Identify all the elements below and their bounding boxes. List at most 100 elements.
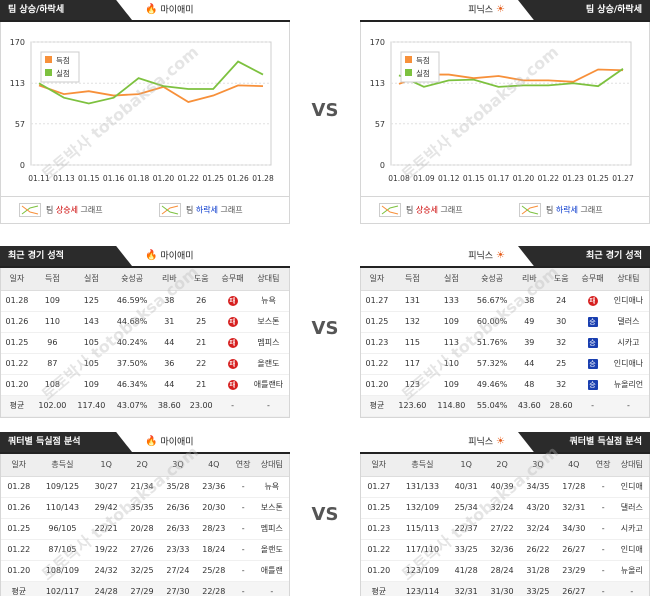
- table-row: 01.23 115 113 51.76% 39 32 승 시카고: [361, 332, 649, 354]
- table-cell: 117/110: [396, 539, 449, 561]
- table-cell: 49.46%: [470, 374, 514, 396]
- table-cell: 44: [153, 332, 186, 354]
- column-header: 3Q: [160, 454, 196, 477]
- table-cell: 32/36: [484, 539, 520, 561]
- table-cell: 01.20: [1, 560, 37, 582]
- table-cell: 01.28: [1, 290, 33, 312]
- table-row: 01.25 96 105 40.24% 44 21 패 멤피스: [1, 332, 289, 354]
- table-cell: 01.23: [361, 518, 397, 540]
- legend-swatch: [45, 56, 52, 63]
- table-cell: 105: [71, 353, 111, 375]
- column-header: 일자: [1, 454, 37, 477]
- table-cell: 44.68%: [110, 311, 154, 333]
- table-cell: 143: [71, 311, 111, 333]
- table-cell: 40/31: [448, 476, 485, 498]
- table-cell: 132: [392, 311, 432, 333]
- trend-header-right: 피닉스 ☀ 팀 상승/하락세: [360, 0, 650, 22]
- win-badge-icon: 승: [587, 358, 598, 369]
- loss-badge-icon: 패: [587, 295, 598, 306]
- column-header: 1Q: [88, 454, 125, 477]
- table-cell: -: [231, 518, 255, 540]
- table-cell: 115: [392, 332, 432, 354]
- table-cell: 30/27: [88, 476, 125, 498]
- table-cell: 애틀랜타: [247, 374, 289, 396]
- table-cell: 56.67%: [470, 290, 514, 312]
- x-tick-label: 01.17: [488, 174, 510, 183]
- table-cell: 22/37: [448, 518, 485, 540]
- table-cell: 인디애나: [607, 353, 649, 375]
- recent-panel-right: 피닉스 ☀ 최근 경기 성적 일자 득점 실점 슛성공 리바 도움 승무패 상대팀 01.27 1…: [360, 246, 650, 418]
- table-cell: 25/34: [448, 497, 485, 519]
- column-header: 슛성공: [110, 268, 154, 291]
- table-cell: 애틀랜: [254, 560, 289, 582]
- table-cell: 25: [545, 353, 578, 375]
- legend-up: 팀 상승세 그래프: [379, 203, 463, 217]
- table-cell: 평균: [361, 394, 393, 417]
- table-cell: 41/28: [448, 560, 485, 582]
- table-cell: -: [591, 560, 615, 582]
- table-cell: 22/28: [195, 580, 232, 596]
- table-cell: 109: [431, 374, 471, 396]
- table-row: 01.22 117 110 57.32% 44 25 승 인디애나: [361, 353, 649, 375]
- table-cell: 27/29: [124, 580, 160, 596]
- quarter-table-left: 일자 총득실 1Q 2Q 3Q 4Q 연장 상대팀 01.28 109/125 30/27 21/3…: [1, 454, 289, 596]
- suns-logo-icon: ☀: [496, 250, 505, 261]
- table-cell: 25/28: [195, 560, 232, 582]
- table-cell: 01.20: [361, 374, 393, 396]
- x-tick-label: 01.15: [78, 174, 100, 183]
- table-cell: 26/27: [555, 539, 592, 561]
- quarter-table-box-right: 일자 총득실 1Q 2Q 3Q 4Q 연장 상대팀 01.27 131/133 40/31 40/3…: [360, 454, 650, 596]
- table-cell: 23/33: [160, 539, 196, 561]
- legend-label: 득점: [56, 55, 70, 65]
- column-header: 3Q: [520, 454, 556, 477]
- column-header: 도움: [185, 268, 218, 291]
- table-cell: 32/31: [448, 580, 485, 596]
- table-cell: 01.25: [361, 497, 397, 519]
- x-tick-label: 01.22: [538, 174, 560, 183]
- table-cell: 32/24: [520, 518, 556, 540]
- table-row: 01.28 109 125 46.59% 38 26 패 뉴욕: [1, 290, 289, 312]
- column-header: 리바: [153, 268, 186, 291]
- table-cell: 30: [545, 311, 578, 333]
- table-row: 01.20 108 109 46.34% 44 21 패 애틀랜타: [1, 374, 289, 396]
- table-cell: 110: [431, 353, 471, 375]
- legend-up: 팀 상승세 그래프: [19, 203, 103, 217]
- table-cell: -: [231, 539, 255, 561]
- table-cell: 댈러스: [614, 497, 649, 519]
- table-cell: 보스톤: [247, 311, 289, 333]
- table-cell: 패: [217, 353, 248, 375]
- x-tick-label: 01.11: [28, 174, 50, 183]
- table-cell: 01.25: [1, 332, 33, 354]
- table-cell: 26: [185, 290, 218, 312]
- table-cell: 31: [153, 311, 186, 333]
- table-row: 01.26 110 143 44.68% 31 25 패 보스톤: [1, 311, 289, 333]
- table-cell: 108: [32, 374, 72, 396]
- table-row: 01.27 131 133 56.67% 38 24 패 인디애나: [361, 290, 649, 312]
- loss-badge-icon: 패: [227, 379, 238, 390]
- table-cell: 87: [32, 353, 72, 375]
- trend-up-icon: [19, 203, 41, 217]
- recent-panel-left: 최근 경기 성적 🔥 마이애미 일자 득점 실점 슛성공 리바 도움 승무패 상대팀 01.28…: [0, 246, 290, 418]
- table-cell: 27/30: [160, 580, 196, 596]
- table-cell: 37.50%: [110, 353, 154, 375]
- legend-down: 팀 하락세 그래프: [159, 203, 243, 217]
- table-cell: 108/109: [36, 560, 89, 582]
- table-cell: 40.24%: [110, 332, 154, 354]
- table-cell: 평균: [1, 394, 33, 417]
- column-header: 승무패: [217, 268, 248, 291]
- recent-header-left: 최근 경기 성적 🔥 마이애미: [0, 246, 290, 268]
- table-cell: 57.32%: [470, 353, 514, 375]
- table-cell: 패: [217, 374, 248, 396]
- x-tick-label: 01.23: [562, 174, 584, 183]
- table-cell: 123: [392, 374, 432, 396]
- table-row: 01.22 87/105 19/22 27/26 23/33 18/24- 올랜도: [1, 539, 289, 561]
- column-header: 득점: [32, 268, 72, 291]
- recent-table-left: 일자 득점 실점 슛성공 리바 도움 승무패 상대팀 01.28 109 125 46.59% 38 2…: [1, 268, 289, 417]
- section-title: 최근 경기 성적: [518, 246, 650, 266]
- quarter-table-box-left: 일자 총득실 1Q 2Q 3Q 4Q 연장 상대팀 01.28 109/125 30/27 21/3…: [0, 454, 290, 596]
- table-cell: 승: [577, 311, 608, 333]
- table-cell: 36: [153, 353, 186, 375]
- legend-label: 실점: [416, 68, 430, 78]
- loss-badge-icon: 패: [227, 337, 238, 348]
- table-cell: 26/27: [555, 580, 592, 596]
